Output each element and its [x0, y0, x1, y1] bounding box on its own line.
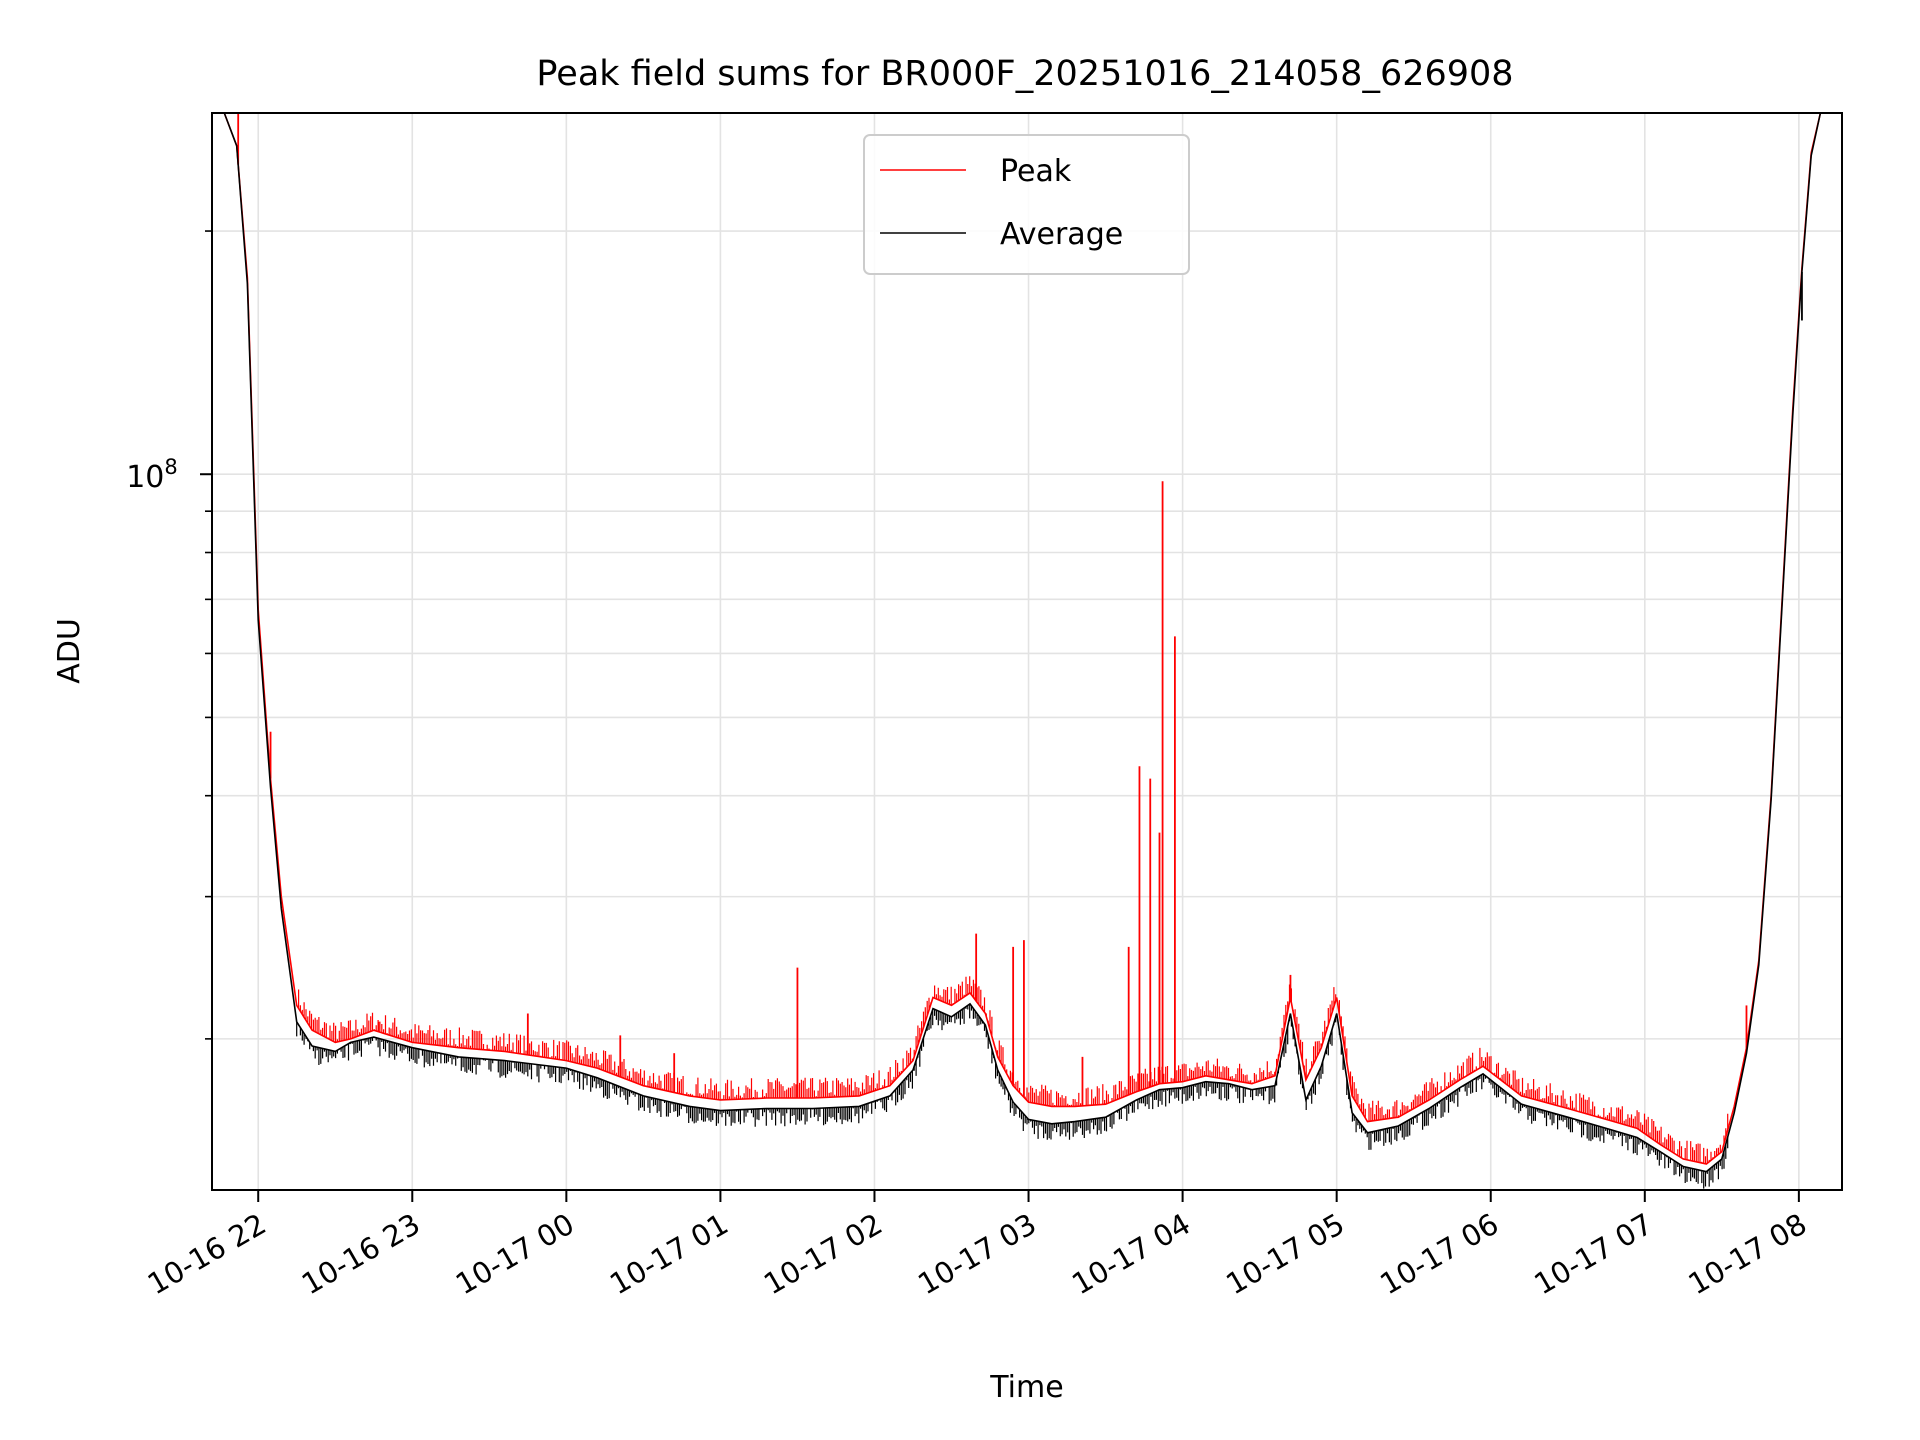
series-line-average [215, 112, 1842, 1173]
legend-label-average: Average [1000, 217, 1123, 252]
y-axis-label: ADU [52, 618, 87, 684]
series-noise-peak [298, 976, 1729, 1164]
series-layer [215, 112, 1842, 1189]
chart-title: Peak field sums for BR000F_20251016_2140… [536, 54, 1513, 94]
series-noise-average [296, 1004, 1729, 1189]
grid [212, 113, 1842, 1190]
plot-frame [211, 112, 1843, 1191]
x-axis-label: Time [989, 1370, 1063, 1405]
legend-label-peak: Peak [1000, 154, 1072, 189]
y-axis: 108 [126, 230, 212, 1040]
series-peak [215, 112, 1842, 1165]
y-tick-label: 108 [126, 455, 178, 495]
series-average [215, 112, 1842, 1189]
legend: Peak Average [863, 134, 1190, 275]
